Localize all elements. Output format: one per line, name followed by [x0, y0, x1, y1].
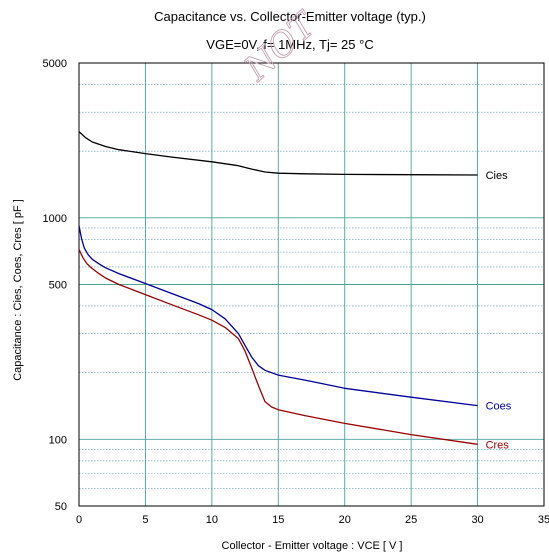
y-tick-label: 1000 — [43, 213, 67, 225]
y-tick-label: 5000 — [43, 58, 67, 70]
x-tick-label: 0 — [76, 514, 82, 526]
y-tick-label: 100 — [49, 434, 67, 446]
x-axis-label: Collector - Emitter voltage : VCE [ V ] — [222, 540, 403, 552]
series-label-cies: Cies — [486, 170, 509, 182]
series-label-cres: Cres — [486, 439, 510, 451]
x-tick-label: 15 — [272, 514, 284, 526]
series-lines: Cies Coes Cres — [78, 131, 512, 451]
y-axis-label: Capacitance : Cies, Coes, Cres [ pF ] — [12, 199, 24, 381]
tick-labels: 0 5 10 15 20 25 30 35 50 100 500 1000 5000 — [43, 58, 549, 526]
series-line-cies — [78, 131, 478, 176]
y-tick-label: 50 — [55, 501, 67, 513]
x-tick-label: 10 — [206, 514, 218, 526]
x-tick-label: 5 — [142, 514, 148, 526]
x-tick-label: 35 — [538, 514, 549, 526]
grid-lines — [79, 63, 544, 506]
x-tick-label: 30 — [471, 514, 483, 526]
series-label-coes: Coes — [486, 401, 512, 413]
series-line-cres — [78, 249, 478, 445]
series-line-coes — [78, 225, 478, 407]
x-tick-label: 20 — [339, 514, 351, 526]
x-tick-label: 25 — [405, 514, 417, 526]
chart-title: Capacitance vs. Collector-Emitter voltag… — [154, 9, 426, 24]
chart-subtitle: VGE=0V, f= 1MHz, Tj= 25 °C — [206, 37, 373, 52]
plot-frame — [78, 62, 545, 507]
y-tick-label: 500 — [49, 280, 67, 292]
